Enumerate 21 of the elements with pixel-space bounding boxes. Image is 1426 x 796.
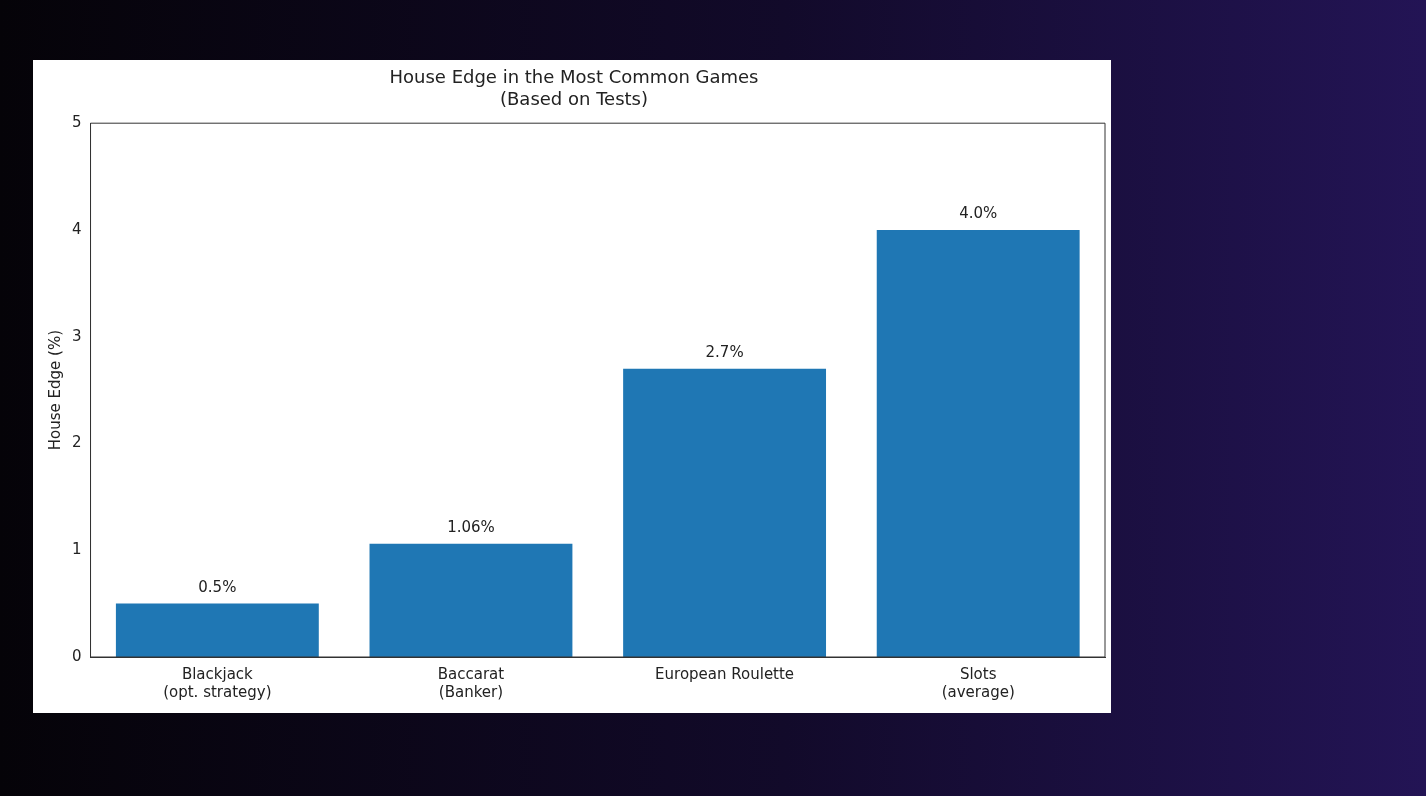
data-label: 2.7% [705,343,744,362]
y-tick-label: 0 [72,646,82,665]
bar [623,368,827,657]
y-tick-label: 2 [72,433,82,452]
bar [876,229,1080,657]
x-tick-label: European Roulette [655,664,795,683]
data-label: 4.0% [959,204,998,223]
y-tick-label: 3 [72,326,82,345]
x-tick-label: Blackjack (opt. strategy) [163,664,272,701]
data-label: 0.5% [198,578,237,597]
x-tick-label: Slots (average) [941,664,1015,701]
chart-subtitle: (Based on Tests) [500,88,648,110]
data-label: 1.06% [447,518,495,537]
y-axis-title: House Edge (%) [45,329,64,451]
bar [115,603,319,657]
y-tick-label: 4 [72,219,82,238]
y-tick-label: 5 [72,113,82,132]
x-tick-label: Baccarat (Banker) [437,664,505,701]
chart-title: House Edge in the Most Common Games [389,66,759,88]
y-tick-label: 1 [72,540,82,559]
bar [369,543,573,657]
